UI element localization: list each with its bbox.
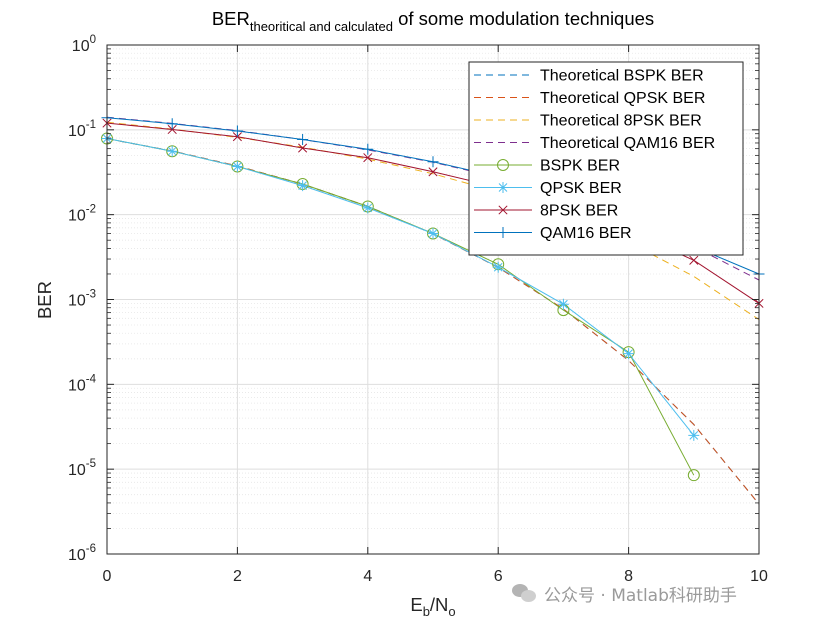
legend-item-theoretical-bspk-ber: Theoretical BSPK BER bbox=[474, 68, 704, 85]
watermark-text: 公众号 · Matlab科研助手 bbox=[544, 585, 737, 606]
legend-item-qpsk-ber: QPSK BER bbox=[474, 180, 622, 197]
axis-ticks: 100 10-1 10-2 10-3 10-4 10-5 10-6 0 2 4 6 8 10 bbox=[68, 34, 768, 585]
watermark: 公众号 · Matlab科研助手 bbox=[512, 578, 737, 608]
legend-marker bbox=[497, 182, 509, 193]
x-tick-label: 10 bbox=[750, 568, 768, 585]
legend-label: Theoretical QAM16 BER bbox=[540, 135, 715, 152]
data-point-qpsk-ber bbox=[623, 348, 635, 360]
legend: Theoretical BSPK BER Theoretical QPSK BER… bbox=[468, 61, 744, 256]
legend-label: 8PSK BER bbox=[540, 203, 618, 220]
legend-label: QAM16 BER bbox=[540, 225, 632, 242]
legend-box bbox=[468, 61, 744, 256]
data-point-qpsk-ber bbox=[166, 145, 178, 157]
legend-label: Theoretical BSPK BER bbox=[540, 68, 704, 85]
y-tick-label: 10-1 bbox=[68, 119, 96, 140]
x-tick-label: 2 bbox=[233, 568, 242, 585]
data-point-8psk-ber bbox=[167, 124, 177, 135]
data-point-qam16-ber bbox=[362, 143, 374, 155]
y-axis-label: BER bbox=[34, 281, 55, 319]
x-tick-label: 6 bbox=[494, 568, 503, 585]
data-point-8psk-ber bbox=[232, 132, 242, 142]
legend-item-theoretical-qpsk-ber: Theoretical QPSK BER bbox=[474, 90, 705, 107]
data-point-8psk-ber bbox=[428, 167, 438, 177]
data-point-8psk-ber bbox=[298, 143, 308, 153]
series-line-qpsk-ber bbox=[106, 138, 695, 436]
legend-item-theoretical-qam16-ber: Theoretical QAM16 BER bbox=[474, 135, 715, 152]
data-point-qpsk-ber bbox=[557, 298, 569, 310]
y-tick-label: 10-2 bbox=[68, 204, 96, 225]
y-tick-label: 10-6 bbox=[68, 543, 96, 564]
data-point-qpsk-ber bbox=[231, 160, 243, 172]
x-axis-label: Eb/No bbox=[410, 594, 455, 619]
data-point-qam16-ber bbox=[297, 133, 309, 145]
data-point-qpsk-ber bbox=[362, 202, 374, 214]
x-tick-label: 8 bbox=[624, 568, 633, 585]
data-point-qam16-ber bbox=[231, 125, 243, 137]
legend-item-qam16-ber: QAM16 BER bbox=[474, 225, 632, 242]
x-tick-label: 0 bbox=[103, 568, 112, 585]
legend-marker bbox=[497, 227, 509, 238]
wechat-icon bbox=[512, 582, 538, 604]
data-point-bspk-ber bbox=[687, 469, 700, 482]
legend-item-theoretical-8psk-ber: Theoretical 8PSK BER bbox=[474, 113, 702, 130]
y-tick-label: 10-3 bbox=[68, 289, 96, 310]
legend-label: BSPK BER bbox=[540, 158, 620, 175]
legend-marker bbox=[497, 159, 509, 171]
data-point-qpsk-ber bbox=[688, 429, 700, 441]
legend-item-bspk-ber: BSPK BER bbox=[474, 158, 620, 175]
legend-item-8psk-ber: 8PSK BER bbox=[474, 203, 618, 220]
legend-label: QPSK BER bbox=[540, 180, 622, 197]
data-point-qam16-ber bbox=[427, 156, 439, 168]
legend-marker bbox=[498, 205, 508, 215]
y-tick-label: 100 bbox=[72, 34, 96, 55]
y-tick-label: 10-4 bbox=[68, 373, 97, 394]
data-point-qam16-ber bbox=[166, 118, 178, 130]
data-point-qpsk-ber bbox=[297, 180, 309, 192]
chart-title: BERtheoritical and calculated of some mo… bbox=[212, 8, 654, 34]
y-tick-label: 10-5 bbox=[68, 458, 96, 479]
data-point-8psk-ber bbox=[689, 255, 699, 265]
x-tick-label: 4 bbox=[363, 568, 372, 585]
data-point-qpsk-ber bbox=[492, 261, 504, 273]
data-point-8psk-ber bbox=[363, 153, 373, 163]
data-point-qpsk-ber bbox=[427, 227, 439, 239]
legend-label: Theoretical QPSK BER bbox=[540, 90, 705, 107]
legend-label: Theoretical 8PSK BER bbox=[540, 113, 702, 130]
